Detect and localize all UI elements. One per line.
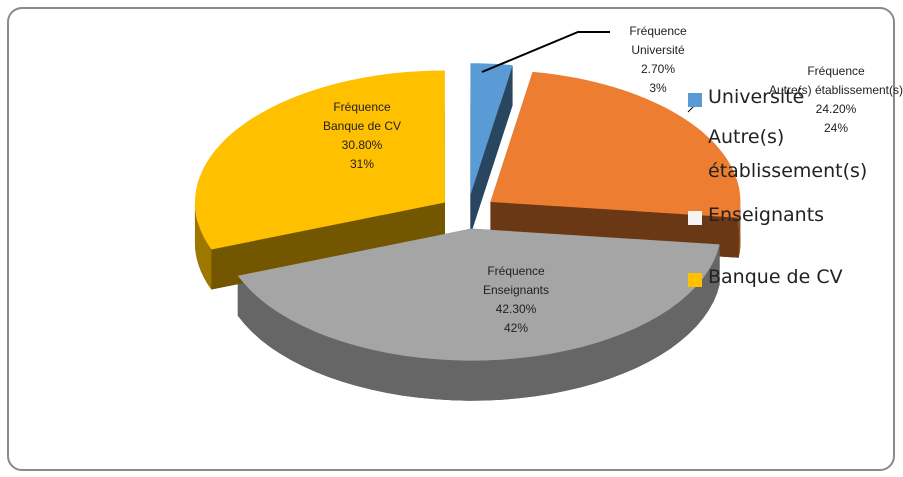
legend-label: Enseignants xyxy=(708,204,825,226)
legend: Université Autre(s) établissement(s) Ensei… xyxy=(688,86,878,308)
pie xyxy=(194,63,741,401)
legend-swatch xyxy=(688,211,702,225)
data-label: Fréquence xyxy=(487,264,545,278)
data-label: 24.20% xyxy=(816,102,857,116)
data-label: 31% xyxy=(350,157,374,171)
legend-item: Autre(s) établissement(s) xyxy=(688,126,878,188)
legend-swatch xyxy=(688,273,702,287)
slice xyxy=(237,228,720,361)
data-label: Autre(s) établissement(s) xyxy=(769,83,903,97)
slice-side xyxy=(470,65,513,236)
data-label: 42% xyxy=(504,321,528,335)
slice-wall xyxy=(738,201,741,258)
slice-wall xyxy=(194,202,212,290)
slice xyxy=(470,63,513,196)
data-label: Fréquence xyxy=(629,24,687,38)
legend-label: Université xyxy=(708,86,805,108)
data-label: Fréquence xyxy=(333,100,391,114)
legend-item: Université xyxy=(688,86,878,114)
data-label: 30.80% xyxy=(342,138,383,152)
legend-label: Autre(s) établissement(s) xyxy=(708,126,868,182)
data-label: Fréquence xyxy=(807,64,865,78)
data-label: 2.70% xyxy=(641,62,675,76)
data-label: Enseignants xyxy=(483,283,549,297)
slice-wall xyxy=(237,244,720,401)
legend-item: Banque de CV xyxy=(688,266,878,294)
leader-line xyxy=(481,31,610,73)
data-label: 42.30% xyxy=(496,302,537,316)
legend-swatch xyxy=(688,93,702,107)
legend-label: Banque de CV xyxy=(708,266,843,288)
legend-item: Enseignants xyxy=(688,204,878,232)
data-labels: FréquenceUniversité2.70%3%FréquenceAutre… xyxy=(323,24,903,335)
slice-side xyxy=(211,202,445,290)
legend-swatch xyxy=(688,133,702,147)
slice xyxy=(490,71,741,218)
data-label: Université xyxy=(631,43,685,57)
data-label: 24% xyxy=(824,121,848,135)
data-label: Banque de CV xyxy=(323,119,401,133)
slice xyxy=(195,70,445,250)
data-label: 3% xyxy=(649,81,667,95)
